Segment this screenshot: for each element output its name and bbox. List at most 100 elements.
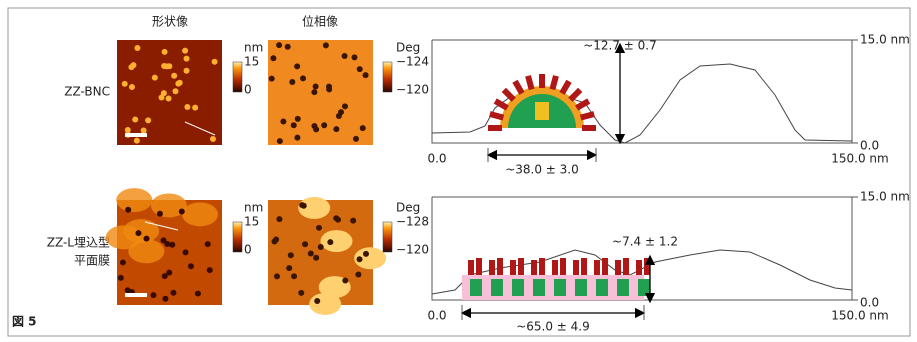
phase-dot — [294, 135, 300, 141]
height-dot — [170, 290, 176, 296]
phase-dot — [316, 225, 322, 231]
height-dot — [129, 84, 135, 90]
height-dot — [130, 62, 136, 68]
width-label: ~65.0 ± 4.9 — [516, 320, 590, 334]
membrane-protein — [497, 258, 503, 275]
height-dot — [205, 241, 211, 247]
height-dot — [195, 291, 201, 297]
phase-dot — [300, 75, 306, 81]
height-dot — [179, 209, 185, 215]
height-dot — [125, 207, 131, 213]
row-label: ZZ-L埋込型 — [47, 236, 110, 250]
phase-dot — [327, 239, 333, 245]
height-dot — [162, 49, 168, 55]
membrane — [462, 275, 644, 300]
scale-min: 0 — [244, 83, 252, 97]
scale-bar — [125, 133, 147, 137]
phase-dot — [270, 55, 276, 61]
membrane-green — [512, 279, 524, 296]
height-dot — [141, 128, 147, 134]
phase-dot — [323, 42, 329, 48]
height-dot — [118, 275, 124, 281]
height-dot — [169, 242, 175, 248]
membrane-protein — [581, 258, 587, 275]
phase-dot — [360, 125, 366, 131]
height-dot — [152, 75, 158, 81]
capsule-protein — [494, 98, 509, 110]
color-bar — [233, 62, 242, 92]
phase-dot — [351, 54, 357, 60]
phase-dot — [301, 203, 307, 209]
height-dot — [210, 136, 216, 142]
height-dot — [144, 236, 150, 242]
phase-dot — [271, 239, 277, 245]
capsule-protein — [559, 80, 571, 95]
scale-min: −120 — [396, 243, 429, 257]
color-bar — [383, 62, 392, 92]
membrane-protein — [594, 260, 600, 275]
phase-dot — [357, 256, 363, 262]
height-dot — [188, 263, 194, 269]
phase-dot — [302, 241, 308, 247]
phase-blob — [320, 230, 352, 252]
height-dot — [134, 45, 140, 51]
height-label: ~7.4 ± 1.2 — [612, 235, 678, 249]
phase-dot — [295, 116, 301, 122]
membrane-protein — [531, 260, 537, 275]
membrane-green — [491, 279, 503, 296]
membrane-protein — [636, 260, 642, 275]
phase-dot — [335, 217, 341, 223]
height-dot — [212, 59, 218, 65]
height-dot — [182, 48, 188, 54]
scale-max: −128 — [396, 215, 429, 229]
phase-dot — [311, 89, 317, 95]
scale-min: 0 — [244, 243, 252, 257]
column-header: 形状像 — [152, 15, 188, 29]
capsule-protein — [488, 125, 502, 131]
phase-dot — [326, 86, 332, 92]
height-dot — [145, 117, 151, 123]
height-dot — [207, 267, 213, 273]
figure-label: 図 5 — [12, 315, 37, 329]
scale-unit: Deg — [396, 201, 420, 215]
capsule-protein — [489, 111, 504, 120]
phase-dot — [280, 119, 286, 125]
phase-dot — [294, 63, 300, 69]
height-dot — [150, 292, 156, 298]
height-blob — [182, 202, 218, 226]
phase-image — [268, 40, 373, 145]
phase-dot — [289, 79, 295, 85]
membrane-green — [533, 279, 545, 296]
height-dot — [184, 56, 190, 62]
phase-dot — [291, 122, 297, 128]
phase-dot — [350, 218, 356, 224]
phase-dot — [333, 126, 339, 132]
phase-dot — [321, 122, 327, 128]
phase-dot — [313, 255, 319, 261]
phase-dot — [363, 251, 369, 257]
scale-min: −120 — [396, 83, 429, 97]
y-min-label: 0.0 — [860, 296, 879, 310]
scale-max: −124 — [396, 55, 429, 69]
height-dot — [157, 211, 163, 217]
membrane-protein — [510, 260, 516, 275]
phase-dot — [276, 216, 282, 222]
scale-unit: nm — [244, 41, 263, 55]
membrane-green — [596, 279, 608, 296]
height-dot — [161, 237, 167, 243]
height-dot — [183, 249, 189, 255]
y-max-label: 15.0 nm — [860, 33, 910, 47]
phase-dot — [342, 103, 348, 109]
height-blob — [123, 219, 159, 243]
phase-dot — [353, 136, 359, 142]
phase-dot — [318, 244, 324, 250]
membrane-protein — [489, 260, 495, 275]
phase-dot — [342, 53, 348, 59]
membrane-protein — [518, 258, 524, 275]
phase-dot — [286, 265, 292, 271]
x-max-label: 150.0 nm — [831, 152, 888, 166]
capsule-protein — [525, 75, 534, 90]
height-dot — [166, 270, 172, 276]
height-dot — [171, 73, 177, 79]
y-min-label: 0.0 — [860, 139, 879, 153]
